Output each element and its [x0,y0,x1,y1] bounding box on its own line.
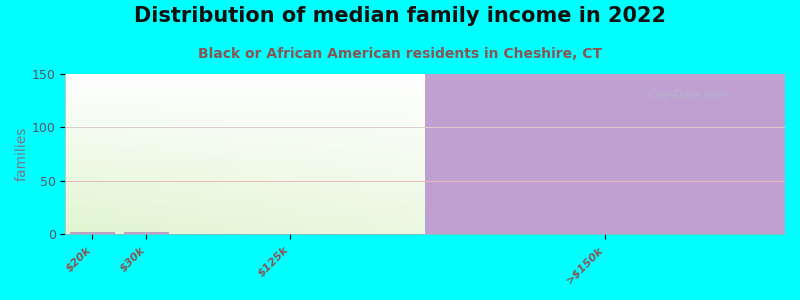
Bar [70,232,115,234]
Text: Distribution of median family income in 2022: Distribution of median family income in … [134,6,666,26]
Text: City-Data.com: City-Data.com [641,90,727,100]
Y-axis label: families: families [15,127,29,182]
Bar [124,232,169,234]
Text: Black or African American residents in Cheshire, CT: Black or African American residents in C… [198,46,602,61]
